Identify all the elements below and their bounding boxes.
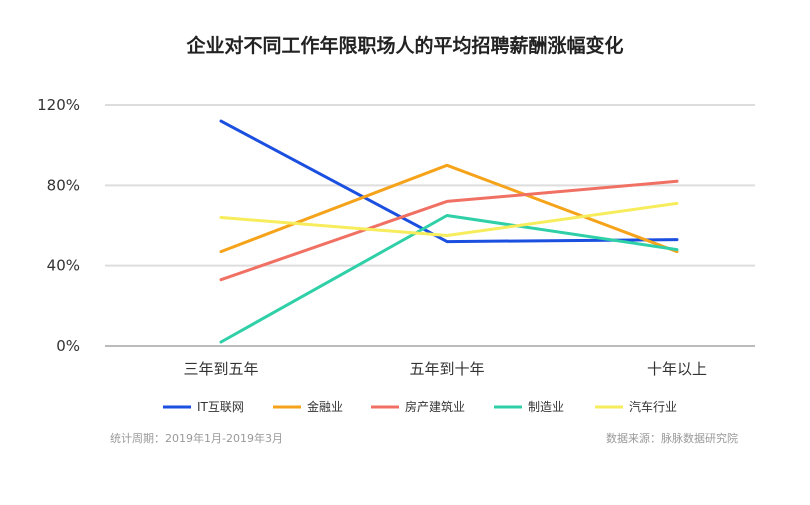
y-tick-label: 80% [47, 176, 80, 194]
series-line [219, 179, 679, 282]
legend-label: 制造业 [528, 400, 564, 414]
y-axis: 0% 40% 80% 120% [37, 96, 80, 355]
x-tick-label: 三年到五年 [183, 360, 258, 378]
legend-label: 汽车行业 [629, 399, 677, 414]
series-line [219, 214, 679, 344]
x-axis: 三年到五年 五年到十年 十年以上 [183, 360, 707, 378]
x-tick-label: 十年以上 [647, 360, 707, 378]
grid-lines [105, 104, 755, 347]
series-lines [219, 119, 679, 344]
legend-label: 金融业 [307, 399, 343, 414]
y-tick-label: 40% [47, 257, 80, 275]
footer-period: 统计周期：2019年1月-2019年3月 [110, 431, 283, 445]
series-line [219, 119, 679, 244]
legend-label: IT互联网 [197, 400, 244, 414]
legend-label: 房产建筑业 [405, 399, 465, 414]
x-tick-label: 五年到十年 [409, 360, 484, 378]
y-tick-label: 0% [56, 337, 80, 355]
chart-title: 企业对不同工作年限职场人的平均招聘薪酬涨幅变化 [185, 34, 623, 57]
footer-source: 数据来源：脉脉数据研究院 [606, 431, 738, 445]
y-tick-label: 120% [37, 96, 80, 114]
series-line [219, 201, 679, 237]
legend: IT互联网 金融业 房产建筑业 制造业 汽车行业 [163, 399, 677, 414]
